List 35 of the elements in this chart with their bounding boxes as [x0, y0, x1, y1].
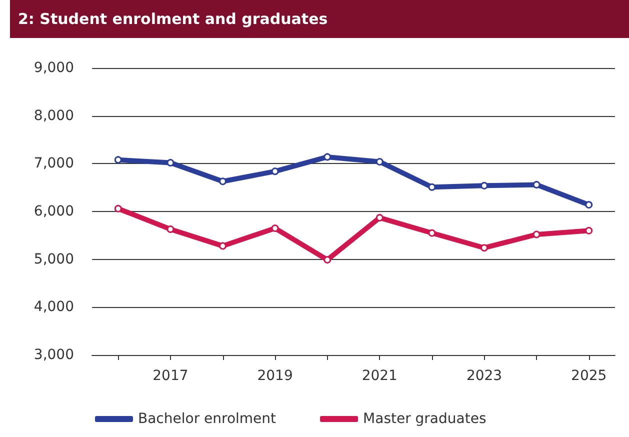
point: [428, 229, 436, 237]
point: [271, 168, 279, 176]
y-tick-label: 3,000: [34, 347, 74, 363]
y-tick-label: 4,000: [34, 299, 74, 316]
point: [114, 156, 122, 164]
point: [271, 224, 279, 232]
point: [532, 230, 540, 238]
x-tick-label: 2017: [152, 368, 188, 384]
point: [585, 226, 593, 234]
y-tick-label: 6,000: [34, 204, 74, 220]
y-tick-label: 5,000: [34, 251, 74, 268]
legend-label: Master graduates: [363, 411, 486, 427]
legend-label: Bachelor enrolment: [138, 411, 277, 427]
point: [428, 183, 436, 191]
point: [376, 214, 384, 222]
point: [324, 153, 332, 161]
y-tick-label: 7,000: [34, 156, 74, 172]
point: [585, 201, 593, 209]
point: [166, 158, 174, 166]
chart-title: 2: Student enrolment and graduates: [10, 0, 629, 38]
point: [376, 158, 384, 166]
y-tick-label: 8,000: [34, 108, 74, 124]
x-tick-label: 2019: [257, 368, 293, 384]
y-tick-label: 9,000: [34, 60, 74, 76]
x-tick-label: 2021: [362, 368, 398, 384]
point: [166, 225, 174, 233]
x-tick-label: 2023: [466, 368, 502, 384]
point: [480, 244, 488, 252]
x-tick-label: 2025: [571, 368, 607, 384]
point: [324, 256, 332, 264]
point: [114, 204, 122, 212]
point: [219, 242, 226, 250]
point: [480, 182, 488, 190]
point: [532, 180, 540, 188]
point: [219, 178, 226, 186]
